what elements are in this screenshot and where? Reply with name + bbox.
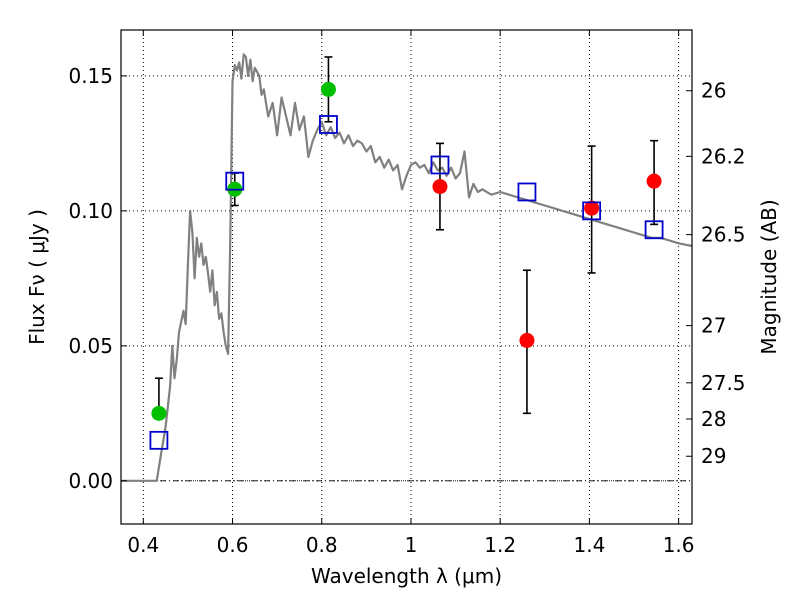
model-photometry-square — [517, 182, 537, 202]
x-tick-label: 0.8 — [306, 533, 338, 557]
data-point — [519, 332, 535, 348]
magnitude-axis-label: Magnitude (AB) — [757, 199, 781, 354]
x-axis-label: Wavelength λ (μm) — [311, 564, 502, 588]
model-photometry-square — [430, 155, 450, 175]
x-tick-label: 1 — [405, 533, 418, 557]
magnitude-tick-label: 27.5 — [701, 371, 746, 395]
y-tick-label: 0.05 — [68, 334, 113, 358]
y-tick-label: 0.10 — [68, 199, 113, 223]
x-tick-label: 1.4 — [573, 533, 605, 557]
model-photometry-square — [225, 171, 245, 191]
model-photometry-square — [582, 201, 602, 221]
plot-frame — [120, 29, 693, 525]
data-point — [432, 179, 448, 195]
magnitude-tick-label: 28 — [701, 407, 726, 431]
data-point — [584, 200, 600, 216]
magnitude-tick-label: 26 — [701, 79, 726, 103]
axis-ticks: 0.4 0.6 0.8 1 1.2 1.4 1.6 0.00 0.05 0.10 0.15 26 26.… — [68, 30, 746, 557]
x-tick-label: 0.6 — [217, 533, 249, 557]
grid-lines — [121, 30, 692, 524]
model-photometry-square — [149, 430, 169, 450]
x-tick-label: 1.2 — [484, 533, 516, 557]
model-photometry-square — [319, 115, 338, 134]
magnitude-tick-label: 26.2 — [701, 144, 746, 168]
model-photometry-square — [644, 220, 664, 240]
data-point — [320, 81, 336, 97]
data-point — [151, 405, 167, 421]
y-tick-label: 0.00 — [68, 469, 113, 493]
x-tick-label: 1.6 — [663, 533, 695, 557]
data-point — [646, 173, 662, 189]
model-spectrum-line — [121, 53, 693, 482]
magnitude-tick-label: 26.5 — [701, 223, 746, 247]
magnitude-tick-label: 27 — [701, 314, 726, 338]
x-tick-label: 0.4 — [127, 533, 159, 557]
data-markers — [149, 81, 664, 450]
model-spectrum-layer — [121, 53, 693, 482]
y-axis-label: Flux Fν ( μJy ) — [25, 209, 49, 345]
y-tick-label: 0.15 — [68, 64, 113, 88]
magnitude-tick-label: 29 — [701, 444, 726, 468]
